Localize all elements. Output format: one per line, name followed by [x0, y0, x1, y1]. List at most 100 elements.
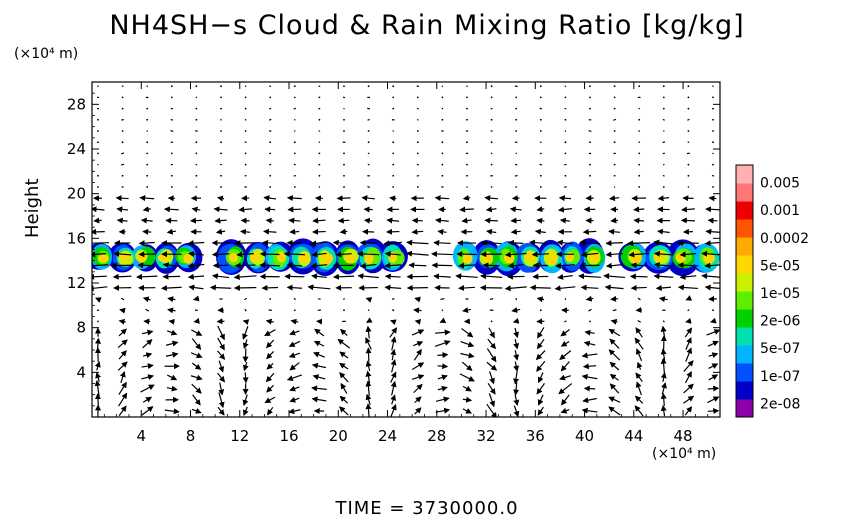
wind-arrow — [612, 309, 617, 312]
wind-dot — [687, 96, 690, 99]
wind-arrow — [219, 152, 223, 155]
wind-arrow — [662, 141, 666, 144]
wind-arrow — [435, 217, 449, 224]
wind-arrow — [367, 118, 370, 121]
wind-arrow — [635, 372, 643, 382]
wind-dot — [269, 174, 272, 177]
wind-arrow — [608, 195, 620, 202]
wind-arrow — [637, 297, 641, 301]
wind-arrow — [96, 309, 100, 312]
wind-arrow — [559, 217, 570, 224]
wind-arrow — [613, 118, 617, 121]
wind-arrow — [461, 217, 472, 224]
wind-arrow — [289, 396, 300, 403]
wind-arrow — [462, 194, 471, 201]
wind-arrow — [513, 371, 519, 385]
wind-arrow — [146, 152, 149, 155]
wind-arrow — [605, 262, 623, 269]
wind-arrow — [581, 373, 598, 380]
wind-arrow — [242, 319, 250, 326]
wind-arrow — [685, 295, 693, 301]
wind-arrow — [416, 107, 419, 110]
wind-dot — [244, 163, 247, 166]
wind-arrow — [142, 339, 153, 349]
wind-arrow — [457, 262, 476, 269]
mixing-ratio-field — [92, 238, 720, 277]
wind-arrow — [139, 195, 155, 202]
cloud-contour — [565, 251, 574, 263]
wind-arrow — [390, 380, 397, 396]
wind-arrow — [244, 308, 247, 312]
wind-arrow — [288, 217, 301, 224]
wind-arrow — [384, 273, 401, 280]
wind-arrow — [311, 273, 327, 280]
wind-arrow — [507, 239, 524, 246]
wind-arrow — [458, 284, 475, 291]
wind-dot — [121, 174, 124, 177]
wind-arrow — [582, 363, 597, 370]
wind-dot — [318, 96, 321, 99]
wind-arrow — [660, 357, 667, 374]
wind-arrow — [712, 152, 714, 155]
wind-arrow — [487, 382, 496, 395]
wind-dot — [416, 96, 419, 99]
wind-arrow — [660, 372, 667, 382]
wind-dot — [367, 141, 370, 144]
wind-arrow — [365, 317, 373, 323]
wind-arrow — [653, 262, 673, 268]
wind-dot — [416, 141, 419, 144]
wind-arrow — [480, 239, 502, 246]
wind-arrow — [433, 239, 451, 246]
wind-arrow — [165, 351, 179, 358]
wind-arrow — [609, 383, 620, 394]
wind-arrow — [389, 195, 397, 202]
wind-dot — [712, 186, 714, 188]
wind-arrow — [195, 186, 198, 188]
wind-arrow — [192, 394, 201, 406]
wind-arrow — [434, 195, 450, 202]
wind-arrow — [662, 174, 665, 177]
wind-arrow — [637, 320, 642, 323]
colorbar-swatch — [736, 183, 753, 202]
wind-arrow — [314, 328, 325, 337]
wind-arrow — [390, 359, 397, 373]
wind-arrow — [677, 262, 699, 269]
wind-dot — [589, 141, 591, 144]
wind-arrow — [166, 228, 176, 235]
wind-arrow — [211, 273, 230, 280]
wind-arrow — [92, 240, 109, 247]
x-tick-label: 16 — [279, 427, 298, 445]
colorbar-swatch — [736, 237, 753, 256]
wind-arrow — [337, 338, 351, 349]
wind-arrow — [630, 284, 647, 291]
wind-arrow — [660, 325, 667, 339]
wind-arrow — [687, 186, 690, 188]
wind-dot — [564, 141, 567, 144]
wind-arrow — [187, 240, 205, 247]
wind-dot — [343, 118, 345, 121]
wind-arrow — [120, 297, 125, 301]
wind-arrow — [215, 228, 226, 235]
wind-arrow — [191, 338, 202, 350]
colorbar-label: 0.001 — [760, 203, 800, 219]
wind-arrow — [437, 374, 448, 381]
wind-dot — [712, 107, 714, 110]
wind-arrow — [684, 371, 692, 384]
wind-arrow — [140, 217, 153, 224]
wind-arrow — [239, 228, 251, 235]
wind-arrow — [705, 206, 720, 213]
wind-arrow — [359, 239, 377, 246]
wind-arrow — [145, 308, 150, 312]
wind-arrow — [534, 228, 546, 235]
wind-arrow — [118, 328, 127, 337]
wind-arrow — [539, 163, 543, 166]
wind-arrow — [160, 285, 182, 292]
wind-arrow — [242, 326, 249, 340]
wind-arrow — [145, 96, 149, 99]
wind-arrow — [193, 317, 200, 324]
wind-dot — [195, 174, 198, 177]
wind-arrow — [638, 107, 641, 110]
wind-arrow — [264, 329, 276, 337]
wind-arrow — [704, 284, 720, 291]
wind-arrow — [414, 407, 422, 415]
